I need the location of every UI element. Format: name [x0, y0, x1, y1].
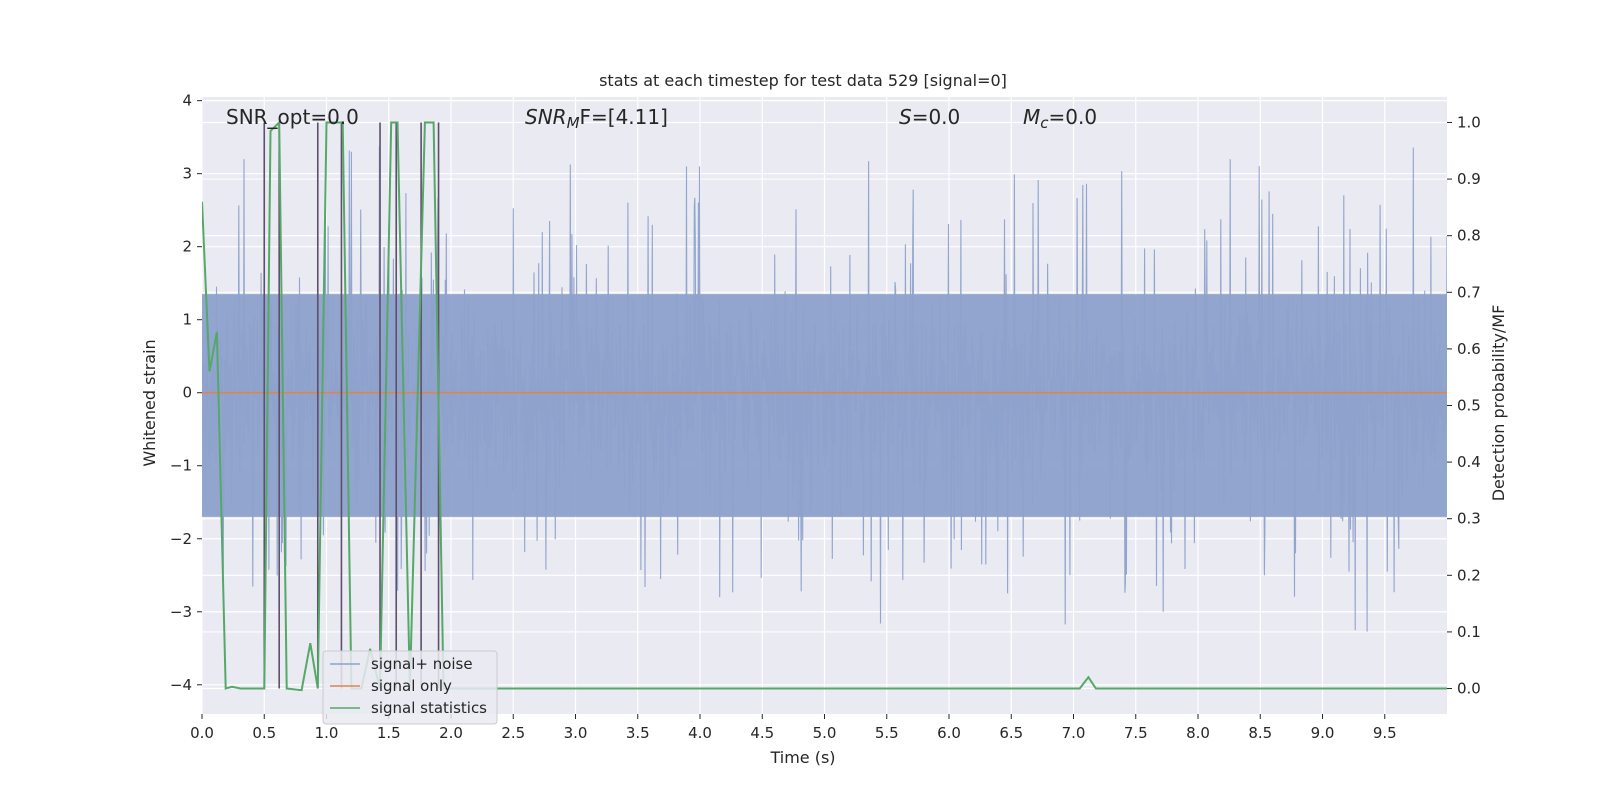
snr-mf-sub: M	[567, 114, 580, 132]
y-tick-label-right: 0.2	[1457, 566, 1481, 584]
clipped-series	[202, 120, 1447, 692]
legend-box	[322, 650, 498, 725]
mc-main: M	[1023, 105, 1040, 129]
x-tick-label: 7.5	[1124, 724, 1148, 742]
y-tick-label-right: 1.0	[1457, 113, 1481, 131]
y-tick-label-right: 0.8	[1457, 227, 1481, 245]
y-tick-label-left: 3	[182, 165, 192, 183]
y-tick-label-left: −4	[170, 676, 192, 694]
y-tick-label-right: 0.5	[1457, 397, 1481, 415]
mc-tail: =0.0	[1049, 105, 1098, 129]
series-signal-noise	[202, 146, 1447, 632]
legend-label-signal-statistics: signal statistics	[371, 699, 487, 717]
x-tick-label: 4.0	[688, 724, 712, 742]
legend-label-signal-only: signal only	[371, 677, 452, 695]
y-axis-label-right: Detection probability/MF	[1489, 305, 1508, 502]
series-layer	[202, 120, 1447, 692]
y-tick-label-left: −1	[170, 457, 192, 475]
y-tick-label-left: −3	[170, 603, 192, 621]
x-tick-label: 5.5	[875, 724, 899, 742]
legend-label-signal-noise: signal+ noise	[371, 655, 473, 673]
snr-mf-tail: F=[4.11]	[580, 105, 668, 129]
x-tick-label: 7.0	[1062, 724, 1086, 742]
chart-title: stats at each timestep for test data 529…	[599, 71, 1007, 90]
x-tick-label: 9.0	[1311, 724, 1335, 742]
y-tick-label-left: −2	[170, 530, 192, 548]
y-tick-label-left: 4	[182, 92, 192, 110]
x-tick-label: 6.5	[999, 724, 1023, 742]
x-tick-label: 8.5	[1248, 724, 1272, 742]
s-annotation: S=0.0	[899, 105, 960, 129]
y-tick-label-right: 0.3	[1457, 510, 1481, 528]
x-tick-label: 3.5	[626, 724, 650, 742]
mc-annotation: Mc=0.0	[1023, 105, 1097, 132]
x-tick-label: 5.0	[813, 724, 837, 742]
s-tail: =0.0	[912, 105, 961, 129]
legend: signal+ noise signal only signal statist…	[322, 650, 498, 725]
y-axis-label-left: Whitened strain	[140, 339, 159, 466]
axes: 0.0 0.5 1.0 1.5 2.0 2.5 3.0 3.5 4.0 4.5 5.0 5.5 6.0 6…	[170, 92, 1481, 742]
mc-sub: c	[1040, 114, 1049, 132]
x-tick-label: 6.0	[937, 724, 961, 742]
snr-mf-main: SNR	[525, 105, 567, 129]
x-tick-label: 4.5	[750, 724, 774, 742]
snr-mf-annotation: SNRMF=[4.11]	[525, 105, 668, 132]
y-tick-label-right: 0.7	[1457, 283, 1481, 301]
y-tick-label-right: 0.1	[1457, 623, 1481, 641]
y-tick-label-left: 0	[182, 384, 192, 402]
x-axis-label: Time (s)	[769, 748, 835, 767]
snr-opt-annotation: SNR_opt=0.0	[226, 105, 359, 129]
y-tick-label-right: 0.0	[1457, 680, 1481, 698]
s-main: S	[899, 105, 912, 129]
x-tick-label: 2.0	[439, 724, 463, 742]
x-tick-label: 1.0	[315, 724, 339, 742]
y-tick-label-left: 2	[182, 238, 192, 256]
x-tick-label: 9.5	[1373, 724, 1397, 742]
y-tick-label-right: 0.9	[1457, 170, 1481, 188]
x-tick-label: 0.0	[190, 724, 214, 742]
x-tick-label: 3.0	[564, 724, 588, 742]
y-tick-label-left: 1	[182, 311, 192, 329]
y-tick-label-right: 0.4	[1457, 453, 1481, 471]
x-tick-label: 1.5	[377, 724, 401, 742]
x-tick-label: 8.0	[1186, 724, 1210, 742]
y-tick-label-right: 0.6	[1457, 340, 1481, 358]
x-tick-label: 2.5	[501, 724, 525, 742]
x-tick-label: 0.5	[252, 724, 276, 742]
